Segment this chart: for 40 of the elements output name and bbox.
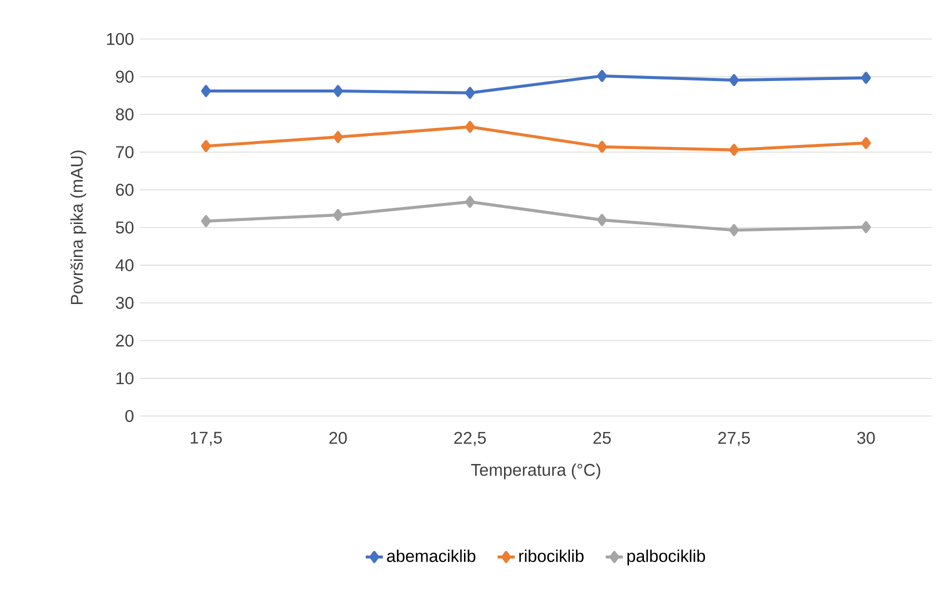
x-tick-label: 20: [329, 432, 347, 444]
y-tick-label: 60: [116, 184, 134, 196]
point: [597, 140, 607, 153]
legend-label: abemaciklib: [387, 550, 476, 562]
point: [333, 209, 343, 222]
y-tick-label: 100: [107, 32, 134, 46]
y-tick-label: 10: [116, 372, 134, 384]
y-tick-label: 30: [116, 296, 134, 309]
point: [861, 137, 871, 150]
point: [729, 224, 739, 236]
y-tick-label: 20: [116, 334, 134, 347]
x-axis-title: Temperatura (°C): [471, 463, 600, 480]
x-tick-label: 27,5: [718, 432, 750, 446]
point: [465, 196, 475, 208]
point: [333, 131, 343, 144]
point: [729, 144, 739, 156]
legend-label: ribociklib: [519, 550, 584, 562]
y-tick-label: 40: [116, 259, 134, 272]
y-tick-label: 70: [116, 146, 134, 158]
point: [861, 221, 871, 234]
x-tick-label: 22,5: [454, 432, 486, 446]
point: [201, 215, 211, 228]
point: [465, 86, 475, 99]
legend-label: palbociklib: [627, 550, 706, 566]
x-tick-label: 17,5: [190, 432, 222, 446]
point: [201, 85, 211, 98]
y-tick-label: 50: [116, 221, 134, 234]
point: [333, 85, 343, 98]
y-axis-title: Površina pika (mAU): [70, 150, 86, 304]
y-tick-label: 80: [116, 108, 134, 120]
y-tick-label: 0: [125, 410, 134, 422]
point: [597, 214, 607, 226]
point: [861, 72, 871, 84]
x-tick-label: 30: [857, 432, 875, 444]
x-tick-label: 25: [593, 432, 611, 444]
point: [201, 140, 211, 152]
point: [465, 120, 475, 133]
point: [597, 70, 607, 82]
y-tick-label: 90: [116, 70, 134, 83]
point: [729, 74, 739, 86]
